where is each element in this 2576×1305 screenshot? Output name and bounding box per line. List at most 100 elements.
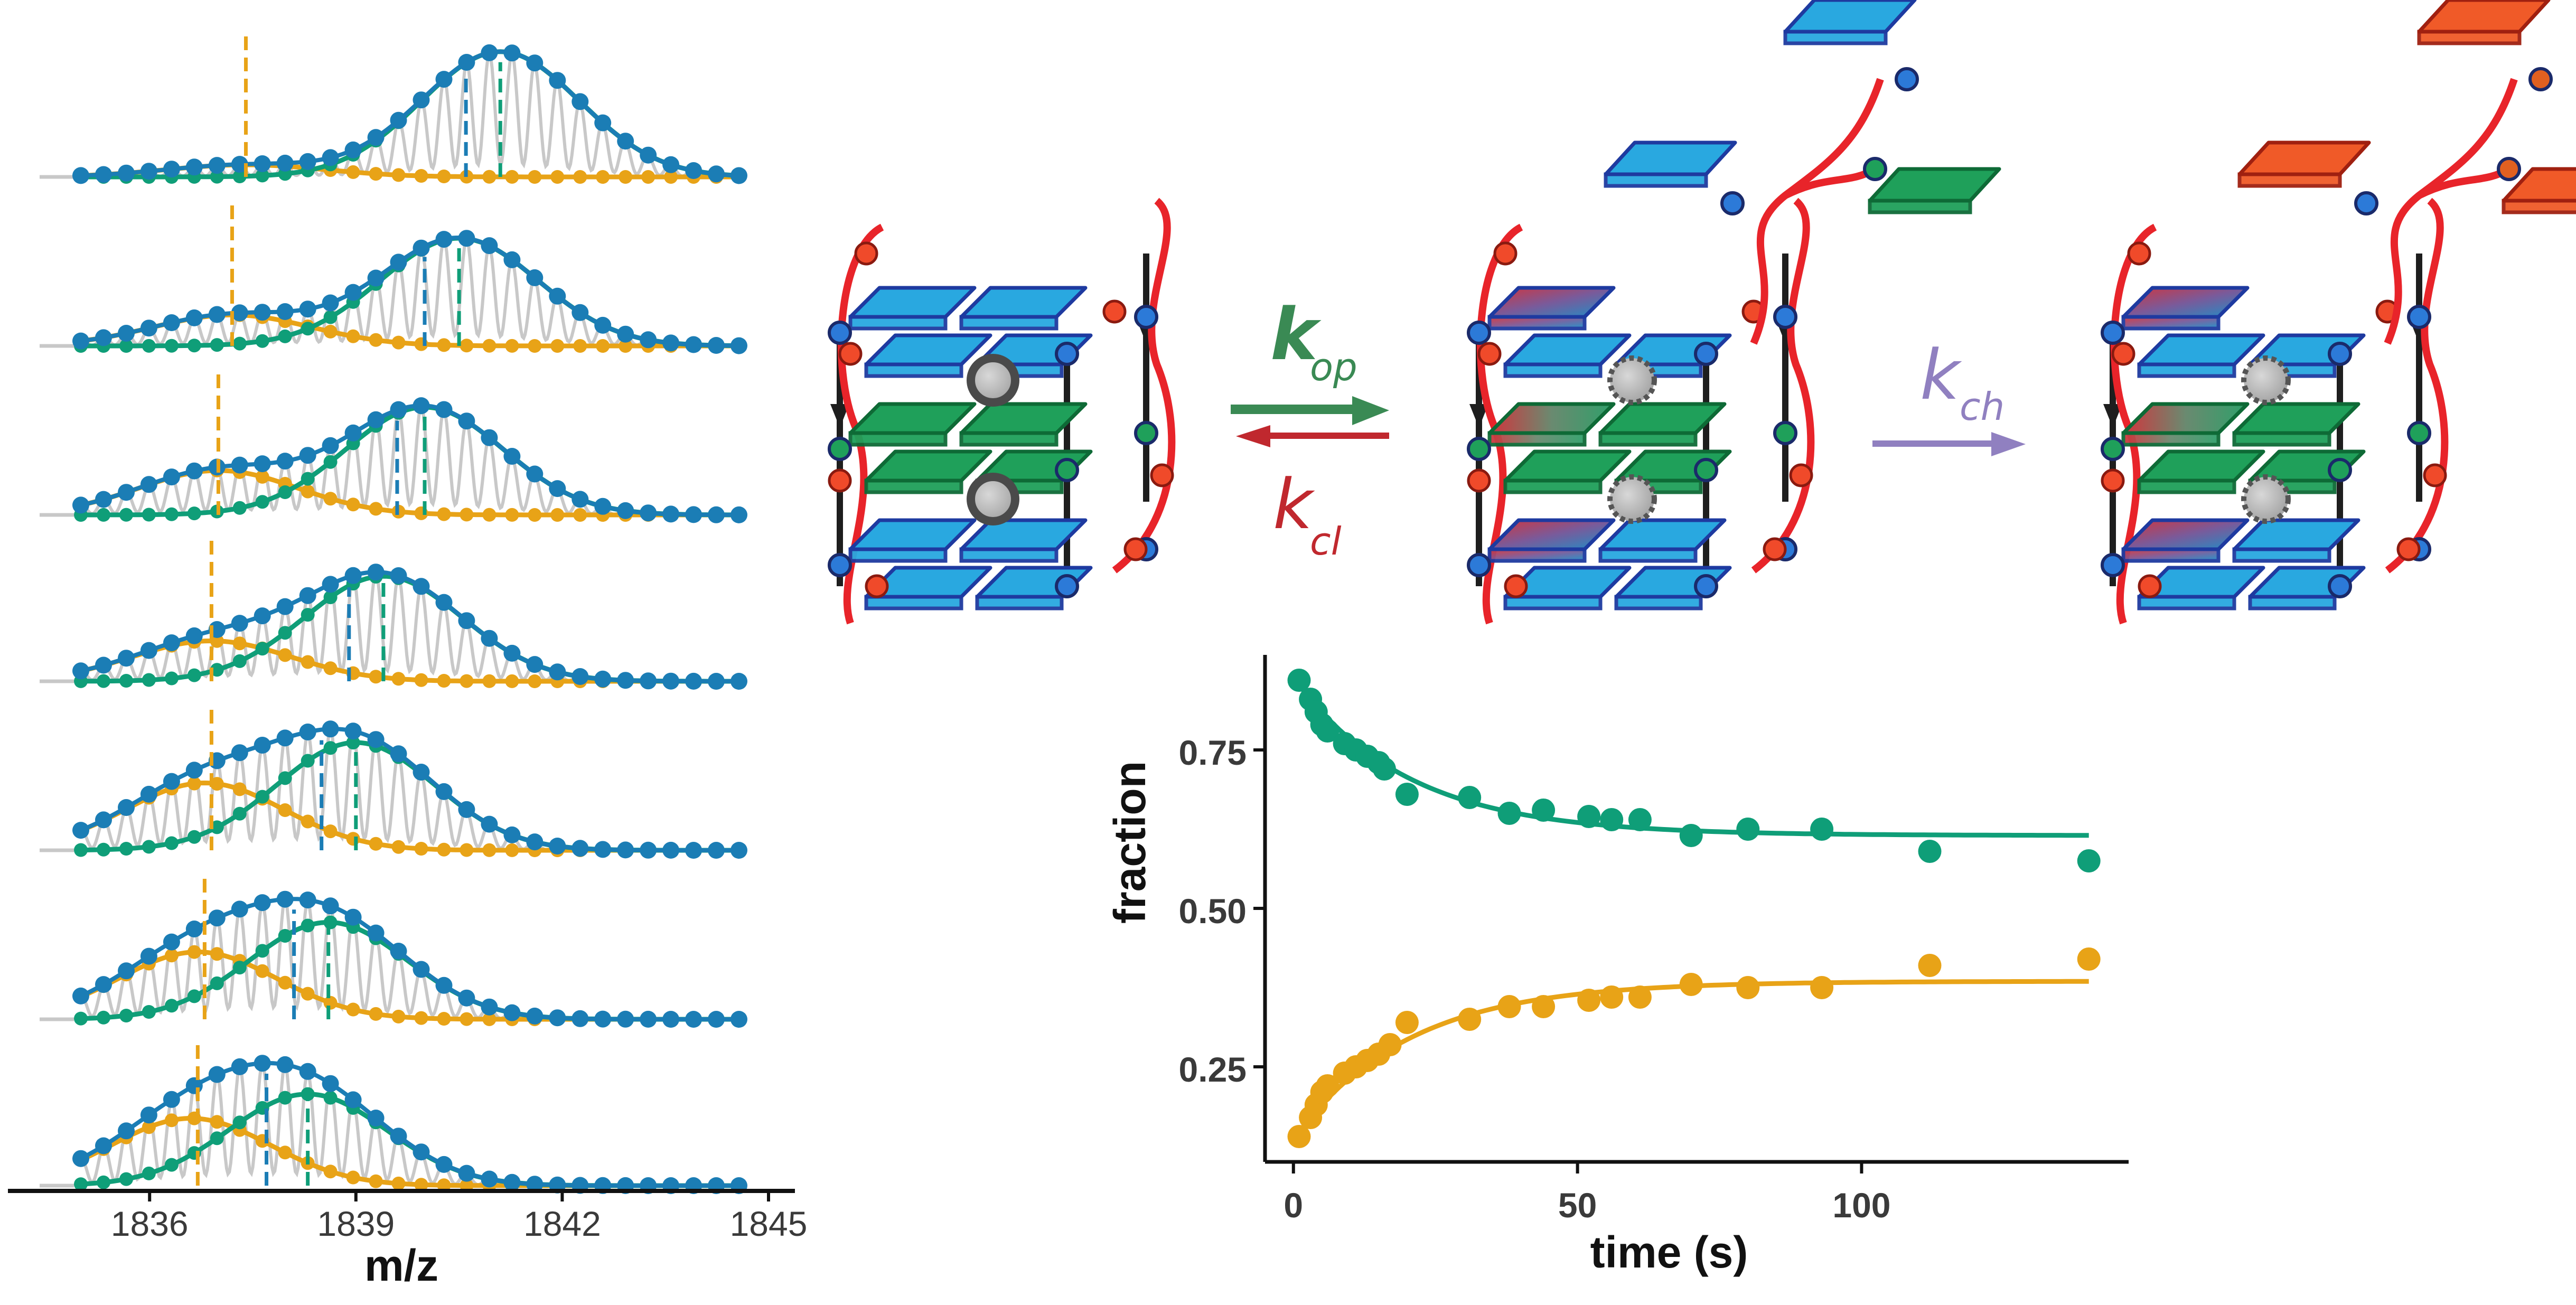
strand-node-icon xyxy=(1763,537,1787,561)
envelope-point xyxy=(435,71,453,88)
component-point xyxy=(369,502,383,516)
cube-structure-changed-icon xyxy=(2101,0,2576,625)
component-point xyxy=(187,830,201,844)
tile-bot-front-left-edge xyxy=(864,595,963,611)
envelope-point xyxy=(95,811,112,829)
cube-structure-closed-icon xyxy=(828,198,1176,625)
component-point xyxy=(255,495,269,509)
arm-tile-2 xyxy=(1783,0,1917,34)
tile-bot-front-right-edge xyxy=(1614,595,1703,611)
envelope-point xyxy=(322,897,339,915)
envelope-point xyxy=(435,977,453,994)
envelope-point xyxy=(231,1058,248,1075)
svg-text:k: k xyxy=(1270,293,1322,376)
data-point xyxy=(2077,947,2101,971)
kinetics-x-tick-label: 0 xyxy=(1284,1186,1303,1225)
component-point xyxy=(414,1011,428,1025)
node-icon xyxy=(1134,421,1158,445)
envelope-point xyxy=(413,578,430,595)
component-point xyxy=(573,508,587,522)
data-point xyxy=(1316,1074,1339,1097)
component-point xyxy=(369,670,383,684)
component-point xyxy=(278,329,292,343)
data-point xyxy=(1497,802,1521,825)
spectra-panel xyxy=(40,34,747,1194)
envelope-point xyxy=(708,165,725,183)
kinetics-x-tick-label: 100 xyxy=(1832,1186,1890,1225)
envelope-point xyxy=(435,783,453,800)
component-point xyxy=(187,339,201,353)
node-icon xyxy=(1134,305,1158,329)
envelope-point xyxy=(617,841,634,859)
strand-red-line xyxy=(2385,198,2449,574)
component-point xyxy=(323,590,338,604)
tile-top-left-edge xyxy=(1487,315,1587,331)
envelope-point xyxy=(503,44,521,62)
tile-mid-front-left-edge xyxy=(2137,478,2236,494)
envelope-point xyxy=(458,230,475,247)
envelope-point xyxy=(299,301,316,318)
tile-top-front-left-edge xyxy=(1503,362,1603,378)
envelope-point xyxy=(572,491,589,508)
component-point xyxy=(97,508,110,522)
arm-tile-3 xyxy=(1868,167,2001,203)
envelope-point xyxy=(549,1009,566,1027)
tile-mid-left-edge xyxy=(2121,431,2221,447)
envelope-point xyxy=(367,731,385,748)
envelope-point xyxy=(503,826,521,843)
node-icon xyxy=(828,553,852,577)
envelope-point xyxy=(72,496,89,514)
tile-top-left xyxy=(1487,286,1616,319)
envelope-point xyxy=(140,785,157,803)
envelope-point xyxy=(662,1011,680,1028)
component-point xyxy=(232,806,247,821)
component-point xyxy=(528,674,542,688)
spectra-x-ticks: 1836 1839 1842 1845 xyxy=(111,1191,808,1243)
component-point xyxy=(323,996,338,1010)
component-point xyxy=(482,843,497,857)
component-point xyxy=(301,484,315,499)
envelope-point xyxy=(640,672,657,690)
spectrum-5 xyxy=(40,708,747,859)
component-point xyxy=(369,167,383,181)
envelope-point xyxy=(118,1122,135,1140)
data-point xyxy=(1679,973,1703,996)
component-point xyxy=(301,608,315,622)
node-icon xyxy=(2407,421,2431,445)
component-point xyxy=(142,1120,156,1134)
component-point xyxy=(119,508,133,522)
envelope-point xyxy=(95,329,112,346)
component-point xyxy=(460,674,474,688)
component-point xyxy=(619,339,633,353)
component-point xyxy=(278,648,292,662)
envelope-point xyxy=(413,91,430,109)
component-point xyxy=(187,776,201,791)
envelope-point xyxy=(617,502,634,519)
node-icon xyxy=(1773,421,1797,445)
tile-bot-left xyxy=(848,518,977,551)
component-point xyxy=(255,168,269,183)
spectra-tick-label: 1845 xyxy=(730,1204,808,1243)
component-point xyxy=(119,674,133,688)
envelope-point xyxy=(685,162,702,179)
component-point xyxy=(437,170,451,183)
component-point xyxy=(210,663,224,677)
envelope-point xyxy=(503,251,521,268)
tile-mid-front-left-edge xyxy=(1503,478,1603,494)
tile-mid-right-edge xyxy=(959,431,1058,447)
envelope-point xyxy=(72,167,89,184)
component-point xyxy=(437,1012,451,1026)
node-icon xyxy=(2497,157,2521,181)
arm-tile-3-edge xyxy=(2502,199,2576,214)
data-point xyxy=(1810,818,1834,841)
tile-top-front-left-edge xyxy=(864,362,963,378)
envelope-point xyxy=(163,161,180,178)
component-point xyxy=(210,820,224,834)
tile-top-right xyxy=(959,286,1088,319)
component-point xyxy=(505,170,519,184)
envelope-point xyxy=(640,331,657,349)
component-point xyxy=(210,1115,224,1129)
component-point xyxy=(278,1091,292,1105)
component-point xyxy=(482,674,497,688)
component-point xyxy=(596,170,610,184)
